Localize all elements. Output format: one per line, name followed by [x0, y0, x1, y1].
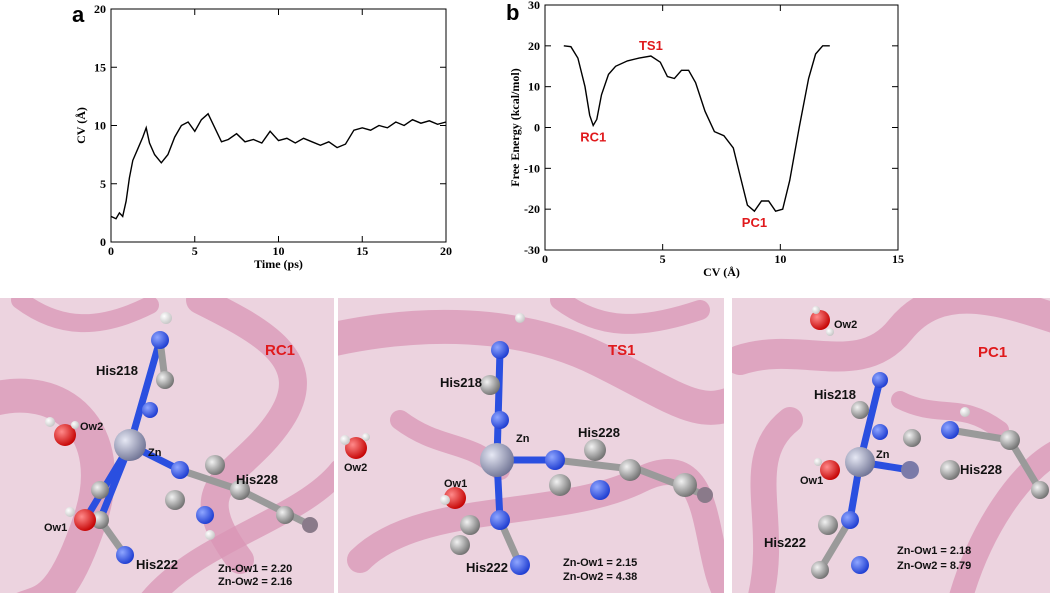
- atom-label: Ow1: [444, 478, 467, 490]
- x-tick-label: 10: [273, 244, 285, 258]
- atom-label: Ow2: [344, 462, 367, 474]
- y-tick-label: 5: [100, 177, 106, 191]
- molecule: [45, 312, 318, 564]
- y-tick-label: 0: [534, 121, 540, 135]
- y-axis-label: CV (Å): [74, 107, 88, 144]
- y-tick-label: -30: [524, 243, 540, 257]
- atom-label: Zn: [148, 447, 162, 459]
- y-tick-label: -20: [524, 202, 540, 216]
- y-tick-label: 0: [100, 235, 106, 249]
- atom-label: Ow2: [80, 421, 103, 433]
- plot-frame: [110, 8, 447, 243]
- y-tick-label: 10: [528, 80, 540, 94]
- x-axis-label: Time (ps): [254, 257, 303, 271]
- structure-image: [338, 298, 724, 593]
- residue-label: His228: [960, 462, 1002, 477]
- residue-label: His228: [236, 472, 278, 487]
- plot-frame: [544, 4, 899, 251]
- annotation: RC1: [580, 129, 606, 144]
- distance-label: Zn-Ow1 = 2.20: [218, 563, 292, 575]
- atom-label: Ow1: [44, 522, 67, 534]
- distance-label: Zn-Ow2 = 8.79: [897, 560, 971, 572]
- data-line: [110, 112, 447, 220]
- x-tick-label: 0: [542, 252, 548, 266]
- x-tick-label: 5: [192, 244, 198, 258]
- molecule: [340, 313, 713, 575]
- y-axis-label: Free Energy (kcal/mol): [508, 68, 522, 186]
- annotation: TS1: [639, 38, 663, 53]
- y-tick-label: 20: [94, 2, 106, 16]
- distance-label: Zn-Ow2 = 2.16: [218, 576, 292, 588]
- x-tick-label: 15: [892, 252, 904, 266]
- y-tick-label: 10: [94, 119, 106, 133]
- state-label: RC1: [265, 342, 295, 359]
- molecule: [810, 306, 1049, 579]
- panel-label: a: [72, 2, 85, 27]
- y-tick-label: 15: [94, 60, 106, 74]
- residue-label: His218: [96, 363, 138, 378]
- x-tick-label: 0: [108, 244, 114, 258]
- y-tick-label: -10: [524, 161, 540, 175]
- state-label: TS1: [608, 342, 636, 359]
- residue-label: His218: [814, 387, 856, 402]
- residue-label: His222: [764, 535, 806, 550]
- distance-label: Zn-Ow1 = 2.18: [897, 545, 971, 557]
- x-tick-label: 10: [774, 252, 786, 266]
- panel-label: b: [506, 0, 519, 25]
- y-tick-label: 20: [528, 39, 540, 53]
- atom-label: Zn: [516, 433, 530, 445]
- x-axis-label: CV (Å): [703, 265, 740, 279]
- state-label: PC1: [978, 344, 1007, 361]
- residue-label: His222: [136, 557, 178, 572]
- x-tick-label: 5: [660, 252, 666, 266]
- data-line: [563, 45, 830, 213]
- distance-label: Zn-Ow1 = 2.15: [563, 557, 637, 569]
- structure-image: [732, 298, 1050, 593]
- atom-label: Ow2: [834, 319, 857, 331]
- x-tick-label: 20: [440, 244, 452, 258]
- residue-label: His228: [578, 425, 620, 440]
- residue-label: His222: [466, 560, 508, 575]
- atom-label: Zn: [876, 449, 890, 461]
- distance-label: Zn-Ow2 = 4.38: [563, 571, 637, 583]
- y-tick-label: 30: [528, 0, 540, 12]
- annotation: PC1: [742, 215, 767, 230]
- x-tick-label: 15: [356, 244, 368, 258]
- residue-label: His218: [440, 375, 482, 390]
- atom-label: Ow1: [800, 475, 823, 487]
